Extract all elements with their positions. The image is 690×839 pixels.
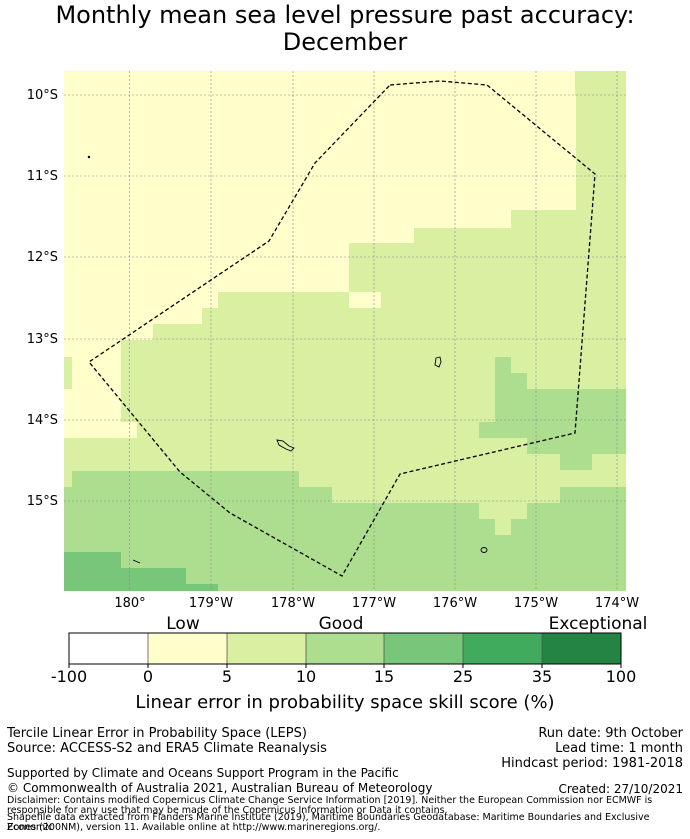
lat-label-15: 15°S [27,494,58,509]
colorbar-tick-label-4: 15 [374,667,394,686]
southeast-region [479,357,626,470]
support-text: Supported by Climate and Oceans Support … [7,766,399,780]
colorbar-segment-0 [69,633,148,664]
title-line-1: Monthly mean sea level pressure past acc… [55,1,635,29]
lon-label-178: 178°W [271,596,315,611]
island-4 [132,559,141,564]
southwest-corner [64,552,218,591]
colorbar-tick-label-2: 5 [222,667,232,686]
title-line-2: December [282,28,408,56]
lat-label-13: 13°S [27,332,58,347]
method-text: Tercile Linear Error in Probability Spac… [7,726,307,741]
island-3 [480,547,488,553]
colorbar-label-low: Low [166,614,200,634]
colorbar-segment-4 [384,633,463,664]
northeast-strip [575,71,626,96]
copyright-text: © Commonwealth of Australia 2021, Austra… [7,781,433,795]
colorbar-tick-label-7: 100 [606,667,637,686]
disclaimer-line-1: Disclaimer: Contains modified Copernicus… [7,795,653,806]
colorbar-label-good: Good [319,614,364,634]
lat-label-12: 12°S [27,250,58,265]
eez-boundary [88,80,596,577]
colorbar-segment-1 [148,633,227,664]
skill-zones [64,71,626,591]
lon-label-177: 177°W [352,596,396,611]
central-notch [349,292,381,308]
shapefile-line-2: Zones (200NM), version 11. Available onl… [7,822,381,833]
colorbar-frame [68,632,622,665]
colorbar-tick-label-1: 0 [143,667,153,686]
colorbar: -100 0 5 10 15 25 35 100 Low Good Except… [51,614,648,686]
chart-title: Monthly mean sea level pressure past acc… [0,2,690,56]
colorbar-segment-3 [306,633,384,664]
map-figure: 10°S 11°S 12°S 13°S 14°S 15°S 180° 179°W… [27,71,648,686]
colorbar-segment-5 [463,633,542,664]
islands [87,155,488,564]
lon-label-180: 180° [114,596,145,611]
source-text: Source: ACCESS-S2 and ERA5 Climate Reana… [7,741,327,756]
island-2 [276,439,295,452]
colorbar-segment-6 [542,633,621,664]
lon-label-179: 179°W [189,596,233,611]
colorbar-title: Linear error in probability space skill … [135,692,555,713]
island-5 [87,155,91,159]
disclaimer-line-2: responsible for any use that may be made… [7,805,448,816]
island-1 [434,356,442,368]
lat-label-10: 10°S [27,88,58,103]
colorbar-tick-label-0: -100 [51,667,87,686]
lon-label-175: 175°W [514,596,558,611]
lead-time-text: Lead time: 1 month [555,741,683,756]
colorbar-tick-label-3: 10 [296,667,316,686]
lon-labels: 180° 179°W 178°W 177°W 176°W 175°W 174°W [114,596,639,611]
lat-label-11: 11°S [27,169,58,184]
created-date-text: Created: 27/10/2021 [558,782,683,796]
lat-labels: 10°S 11°S 12°S 13°S 14°S 15°S [27,88,58,509]
lon-label-176: 176°W [433,596,477,611]
colorbar-tick-label-6: 35 [532,667,552,686]
west-edge-strip [64,357,72,389]
colorbar-segment-2 [227,633,306,664]
gridlines [64,71,626,591]
hindcast-period-text: Hindcast period: 1981-2018 [501,756,683,771]
lon-label-174: 174°W [595,596,639,611]
run-date-text: Run date: 9th October [538,726,683,741]
colorbar-tick-label-5: 25 [453,667,473,686]
lat-label-14: 14°S [27,413,58,428]
colorbar-label-exceptional: Exceptional [549,614,648,634]
shapefile-line-1: Shapefile data extracted from Flanders M… [7,812,650,833]
